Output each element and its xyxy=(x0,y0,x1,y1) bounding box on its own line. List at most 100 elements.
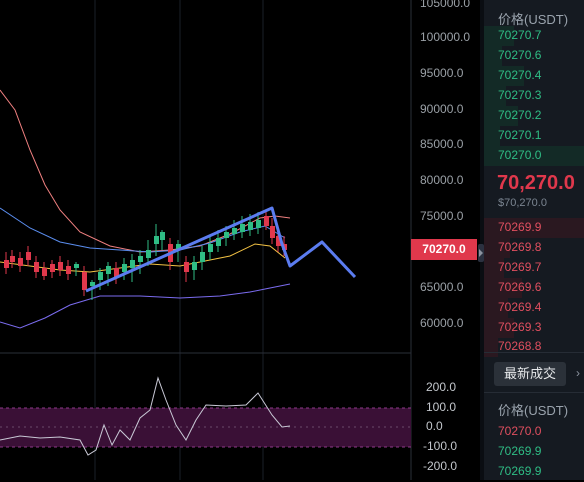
bid-row[interactable]: 70270.6 xyxy=(484,46,584,66)
candle-body xyxy=(10,256,15,262)
candle-body xyxy=(34,262,39,272)
cci-axis-label: 100.0 xyxy=(426,400,457,414)
candle-body xyxy=(256,220,261,228)
chart-canvas[interactable] xyxy=(0,0,484,480)
candle-body xyxy=(42,268,47,276)
price-axis-label: 95000.0 xyxy=(420,66,464,80)
price-axis-label: 90000.0 xyxy=(420,102,464,116)
ask-price: 70269.8 xyxy=(498,240,542,254)
candle-body xyxy=(232,228,237,234)
ask-row[interactable]: 70269.9 xyxy=(484,218,584,238)
candle-body xyxy=(82,272,87,290)
cci-axis-label: 0.0 xyxy=(426,419,443,433)
candle-body xyxy=(160,232,165,240)
bid-price: 70270.0 xyxy=(498,148,542,162)
price-axis-label: 100000.0 xyxy=(420,30,471,44)
price-chart[interactable]: 105000.0 100000.0 95000.0 90000.0 85000.… xyxy=(0,0,484,480)
candle-body xyxy=(154,236,159,244)
candle-body xyxy=(130,260,135,268)
ask-price: 70269.3 xyxy=(498,320,542,334)
candle-body xyxy=(240,224,245,232)
collapse-handle-icon[interactable] xyxy=(478,244,484,262)
candle-body xyxy=(90,282,95,286)
cci-axis-label: 200.0 xyxy=(426,380,457,394)
section-divider xyxy=(484,352,584,353)
candle-body xyxy=(270,226,275,238)
bid-row[interactable]: 70270.4 xyxy=(484,66,584,86)
candle-body xyxy=(276,236,281,246)
trade-price: 70269.9 xyxy=(498,464,542,478)
trade-row: 70269.9 xyxy=(484,442,584,462)
candle-body xyxy=(176,244,181,250)
candle-body xyxy=(264,216,269,226)
more-tabs-indicator[interactable]: › xyxy=(576,366,580,380)
candle-body xyxy=(58,262,63,270)
price-axis-label: 60000.0 xyxy=(420,316,464,330)
candle-body xyxy=(208,244,213,252)
trade-price: 70269.9 xyxy=(498,444,542,458)
candle-body xyxy=(26,252,31,260)
candle-body xyxy=(216,238,221,246)
cci-axis-label: -100.0 xyxy=(423,439,458,453)
candle-body xyxy=(50,264,55,272)
price-axis-label: 85000.0 xyxy=(420,137,464,151)
ask-row[interactable]: 70269.3 xyxy=(484,318,584,338)
ask-row[interactable]: 70269.8 xyxy=(484,238,584,258)
panel-divider xyxy=(480,0,484,480)
cci-line xyxy=(0,376,291,456)
ask-price: 70268.8 xyxy=(498,339,542,353)
candle-body xyxy=(122,264,127,272)
candle-body xyxy=(200,252,205,262)
candle-body xyxy=(192,262,197,270)
bid-row[interactable]: 70270.1 xyxy=(484,126,584,146)
candle-body xyxy=(4,260,9,268)
price-axis-label: 75000.0 xyxy=(420,209,464,223)
candle-body xyxy=(138,256,143,262)
candle-body xyxy=(146,250,151,258)
bid-price: 70270.6 xyxy=(498,48,542,62)
last-price: 70,270.0 xyxy=(497,172,575,194)
bid-price: 70270.3 xyxy=(498,88,542,102)
section-divider xyxy=(484,392,584,393)
ask-row[interactable]: 70269.6 xyxy=(484,278,584,298)
price-axis-label: 65000.0 xyxy=(420,280,464,294)
ma-long-line xyxy=(0,283,291,329)
ask-price: 70269.6 xyxy=(498,280,542,294)
trendline-drawing xyxy=(85,206,357,293)
ask-row[interactable]: 70269.7 xyxy=(484,258,584,278)
candle-body xyxy=(224,232,229,238)
ask-price: 70269.4 xyxy=(498,300,542,314)
ask-price: 70269.9 xyxy=(498,220,542,234)
ask-price: 70269.7 xyxy=(498,260,542,274)
candle-body xyxy=(114,268,119,278)
bid-row[interactable]: 70270.2 xyxy=(484,106,584,126)
ask-row[interactable]: 70268.8 xyxy=(484,337,584,357)
price-axis-label: 80000.0 xyxy=(420,173,464,187)
candle-body xyxy=(248,222,253,230)
ask-row[interactable]: 70269.4 xyxy=(484,298,584,318)
latest-trades-tab[interactable]: 最新成交 xyxy=(494,362,566,386)
bid-row[interactable]: 70270.7 xyxy=(484,26,584,46)
ma-mid-line xyxy=(0,89,291,253)
bid-price: 70270.7 xyxy=(498,28,542,42)
trade-price: 70270.0 xyxy=(498,424,542,438)
bid-price: 70270.1 xyxy=(498,128,542,142)
trades-header: 价格(USDT) xyxy=(498,403,569,418)
current-price-tag: 70270.0 xyxy=(411,239,477,260)
candle-body xyxy=(74,264,79,268)
order-book-header: 价格(USDT) xyxy=(498,12,569,27)
bid-price: 70270.2 xyxy=(498,108,542,122)
last-price-usd: $70,270.0 xyxy=(498,197,547,209)
bid-row[interactable]: 70270.0 xyxy=(484,146,584,166)
cci-axis-label: -200.0 xyxy=(423,459,458,473)
trade-row: 70269.9 xyxy=(484,462,584,482)
candle-body xyxy=(18,258,23,266)
bid-price: 70270.4 xyxy=(498,68,542,82)
price-axis-label: 105000.0 xyxy=(420,0,471,10)
bid-row[interactable]: 70270.3 xyxy=(484,86,584,106)
trade-row: 70270.0 xyxy=(484,422,584,442)
candle-body xyxy=(106,266,111,274)
candle-body xyxy=(184,262,189,272)
candle-body xyxy=(98,272,103,280)
candle-body xyxy=(66,266,71,274)
